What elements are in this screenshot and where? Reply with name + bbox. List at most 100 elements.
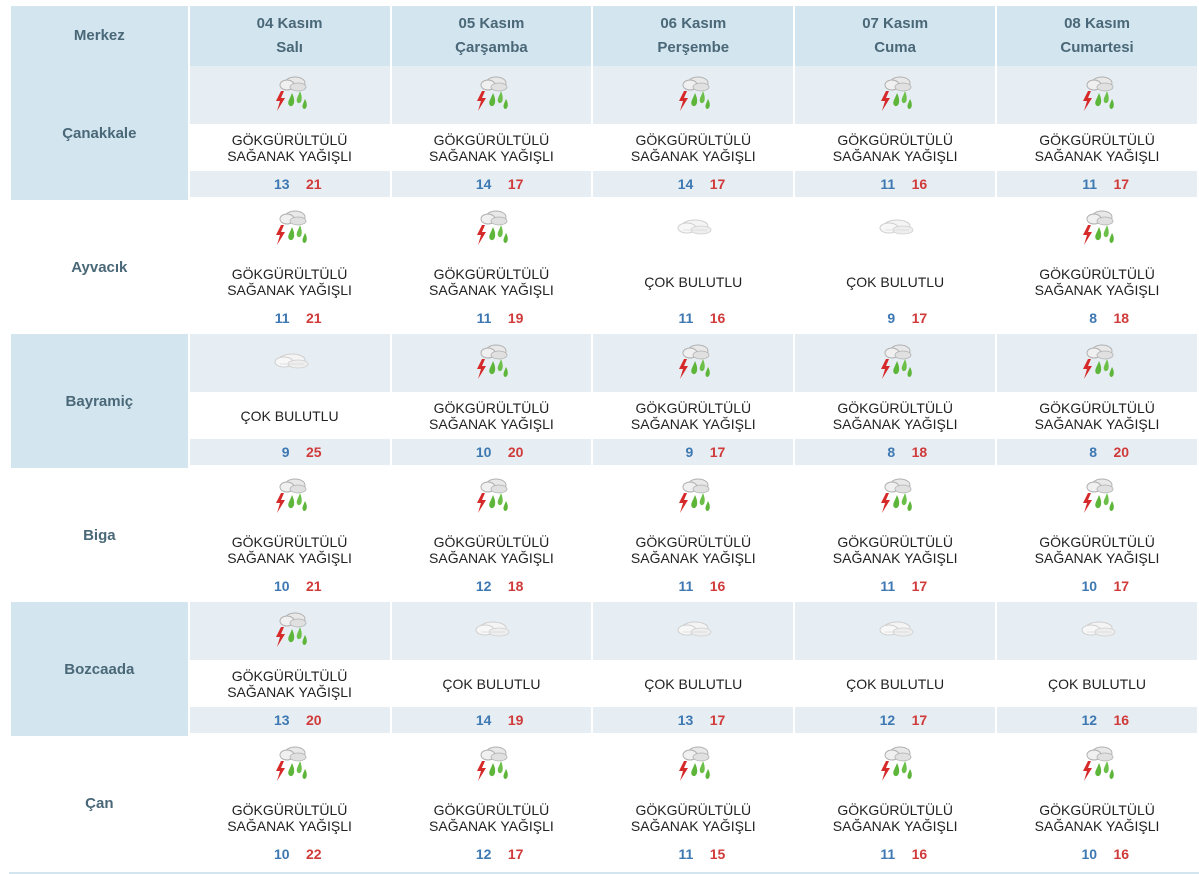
min-temp: 12 bbox=[879, 712, 896, 728]
weather-icon-cell bbox=[997, 736, 1197, 794]
max-temp: 17 bbox=[507, 176, 524, 192]
condition-line: GÖKGÜRÜLTÜLÜ bbox=[635, 533, 752, 550]
cloudy-icon bbox=[671, 205, 715, 249]
day-weekday: Cumartesi bbox=[1060, 39, 1134, 56]
thunderstorm-rain-icon bbox=[268, 741, 312, 785]
max-temp: 20 bbox=[1113, 444, 1130, 460]
weather-icon-cell bbox=[189, 334, 390, 392]
temperature-cell: 12 16 bbox=[997, 707, 1197, 736]
max-temp: 17 bbox=[507, 846, 524, 862]
thunderstorm-rain-icon bbox=[268, 607, 312, 651]
city-name[interactable]: Çan bbox=[11, 736, 188, 870]
condition-line: ÇOK BULUTLU bbox=[644, 675, 743, 692]
min-temp: 10 bbox=[1081, 846, 1098, 862]
min-temp: 12 bbox=[475, 578, 492, 594]
condition-text: ÇOK BULUTLU bbox=[997, 660, 1197, 707]
weather-icon-cell bbox=[795, 602, 996, 660]
city-row: Çan bbox=[11, 736, 1197, 870]
thunderstorm-rain-icon bbox=[671, 473, 715, 517]
city-name[interactable]: Ayvacık bbox=[11, 200, 188, 334]
thunderstorm-rain-icon bbox=[1075, 205, 1119, 249]
day-date: 08 Kasım bbox=[1064, 15, 1130, 32]
condition-text: ÇOK BULUTLU bbox=[593, 660, 794, 707]
condition-line: GÖKGÜRÜLTÜLÜ bbox=[433, 399, 550, 416]
thunderstorm-rain-icon bbox=[1075, 71, 1119, 115]
temperature-cell: 10 21 bbox=[189, 573, 390, 602]
day-header: 04 Kasım Salı bbox=[189, 6, 390, 66]
temperature-cell: 11 15 bbox=[593, 841, 794, 870]
condition-text: GÖKGÜRÜLTÜLÜ SAĞANAK YAĞIŞLI bbox=[795, 392, 996, 439]
city-name[interactable]: Bozcaada bbox=[11, 602, 188, 736]
condition-text: GÖKGÜRÜLTÜLÜ SAĞANAK YAĞIŞLI bbox=[593, 124, 794, 171]
max-temp: 17 bbox=[1113, 578, 1130, 594]
condition-line: GÖKGÜRÜLTÜLÜ bbox=[635, 399, 752, 416]
condition-line: GÖKGÜRÜLTÜLÜ bbox=[1039, 533, 1155, 550]
min-temp: 11 bbox=[880, 176, 896, 192]
condition-line: SAĞANAK YAĞIŞLI bbox=[227, 817, 352, 834]
condition-line: SAĞANAK YAĞIŞLI bbox=[630, 147, 756, 164]
thunderstorm-rain-icon bbox=[469, 205, 513, 249]
temperature-cell: 11 16 bbox=[593, 305, 794, 334]
condition-line: SAĞANAK YAĞIŞLI bbox=[1034, 549, 1160, 566]
condition-line: GÖKGÜRÜLTÜLÜ bbox=[231, 801, 348, 818]
condition-line: SAĞANAK YAĞIŞLI bbox=[227, 147, 352, 164]
thunderstorm-rain-icon bbox=[671, 71, 715, 115]
thunderstorm-rain-icon bbox=[671, 741, 715, 785]
weather-icon-cell bbox=[795, 66, 996, 124]
condition-line: GÖKGÜRÜLTÜLÜ bbox=[837, 801, 953, 818]
temperature-cell: 12 18 bbox=[391, 573, 592, 602]
condition-line: ÇOK BULUTLU bbox=[240, 407, 339, 424]
city-name[interactable]: Bayramiç bbox=[11, 334, 188, 468]
max-temp: 16 bbox=[709, 578, 726, 594]
city-name[interactable]: Biga bbox=[11, 468, 188, 602]
thunderstorm-rain-icon bbox=[873, 339, 917, 383]
thunderstorm-rain-icon bbox=[268, 71, 312, 115]
thunderstorm-rain-icon bbox=[268, 473, 312, 517]
condition-line: SAĞANAK YAĞIŞLI bbox=[227, 549, 352, 566]
temperature-cell: 9 25 bbox=[189, 439, 390, 468]
condition-line: GÖKGÜRÜLTÜLÜ bbox=[1039, 265, 1155, 282]
max-temp: 25 bbox=[305, 444, 322, 460]
min-temp: 11 bbox=[476, 310, 492, 326]
min-temp: 11 bbox=[880, 846, 896, 862]
min-temp: 9 bbox=[281, 444, 290, 460]
min-temp: 11 bbox=[274, 310, 290, 326]
condition-line: SAĞANAK YAĞIŞLI bbox=[1034, 415, 1160, 432]
city-name[interactable]: Çanakkale bbox=[11, 66, 188, 200]
day-weekday: Çarşamba bbox=[455, 39, 528, 56]
condition-line: SAĞANAK YAĞIŞLI bbox=[630, 415, 756, 432]
max-temp: 17 bbox=[709, 176, 726, 192]
max-temp: 20 bbox=[305, 712, 322, 728]
city-row: Çanakkale bbox=[11, 66, 1197, 200]
max-temp: 17 bbox=[911, 578, 928, 594]
weather-icon-cell bbox=[997, 468, 1197, 526]
min-temp: 13 bbox=[273, 712, 290, 728]
max-temp: 16 bbox=[709, 310, 726, 326]
condition-line: GÖKGÜRÜLTÜLÜ bbox=[1039, 801, 1155, 818]
condition-text: GÖKGÜRÜLTÜLÜ SAĞANAK YAĞIŞLI bbox=[189, 124, 390, 171]
weather-icon-cell bbox=[593, 602, 794, 660]
condition-text: GÖKGÜRÜLTÜLÜ SAĞANAK YAĞIŞLI bbox=[391, 526, 592, 573]
condition-line: GÖKGÜRÜLTÜLÜ bbox=[231, 533, 348, 550]
thunderstorm-rain-icon bbox=[268, 205, 312, 249]
weather-icon-cell bbox=[593, 200, 794, 258]
condition-text: GÖKGÜRÜLTÜLÜ SAĞANAK YAĞIŞLI bbox=[189, 660, 390, 707]
weather-icon-cell bbox=[593, 334, 794, 392]
weather-icon-cell bbox=[189, 66, 390, 124]
day-header: 08 Kasım Cumartesi bbox=[997, 6, 1197, 66]
min-temp: 13 bbox=[677, 712, 694, 728]
max-temp: 17 bbox=[1113, 176, 1130, 192]
temperature-cell: 12 17 bbox=[795, 707, 996, 736]
condition-text: GÖKGÜRÜLTÜLÜ SAĞANAK YAĞIŞLI bbox=[795, 526, 996, 573]
condition-line: SAĞANAK YAĞIŞLI bbox=[832, 147, 958, 164]
condition-text: ÇOK BULUTLU bbox=[189, 392, 390, 439]
weather-icon-cell bbox=[391, 200, 592, 258]
min-temp: 11 bbox=[678, 846, 694, 862]
thunderstorm-rain-icon bbox=[873, 473, 917, 517]
condition-text: GÖKGÜRÜLTÜLÜ SAĞANAK YAĞIŞLI bbox=[997, 794, 1197, 841]
max-temp: 16 bbox=[911, 176, 928, 192]
weather-icon-cell bbox=[593, 66, 794, 124]
min-temp: 8 bbox=[1089, 310, 1098, 326]
weather-icon-cell bbox=[593, 468, 794, 526]
min-temp: 11 bbox=[880, 578, 896, 594]
